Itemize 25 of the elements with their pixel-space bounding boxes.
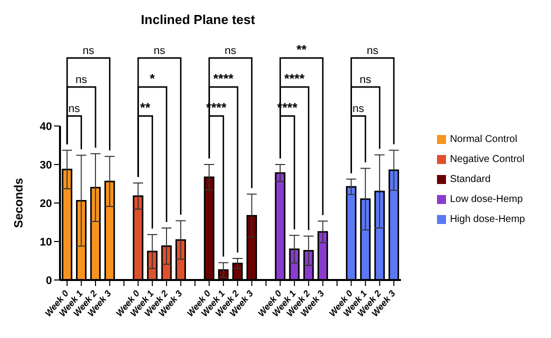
text: ** [140, 100, 152, 115]
y-tick-label: 0 [46, 274, 52, 287]
text: ns [360, 74, 372, 86]
text: ns [82, 45, 95, 57]
text: ns [224, 45, 237, 57]
text: ns [366, 45, 379, 57]
chart-title: Inclined Plane test [140, 11, 256, 29]
legend-label: Standard [450, 174, 491, 185]
y-axis-title: Seconds [11, 178, 26, 228]
legend-label: Normal Control [450, 134, 518, 145]
y-tick-label: 40 [40, 120, 52, 133]
text: ** [296, 42, 308, 57]
text: **** [284, 71, 306, 86]
y-tick-label: 20 [40, 198, 52, 210]
text: **** [213, 71, 234, 86]
y-tick-label: 10 [40, 236, 52, 248]
legend-label: High dose-Hemp [450, 214, 525, 225]
legend-label: Low dose-Hemp [450, 194, 523, 205]
text: ns [75, 74, 88, 86]
text: ns [154, 45, 166, 57]
text: ns [68, 103, 81, 115]
text: ns [352, 103, 365, 115]
text: * [150, 71, 156, 86]
y-tick-label: 30 [40, 159, 52, 172]
legend-label: Negative Control [450, 154, 524, 165]
